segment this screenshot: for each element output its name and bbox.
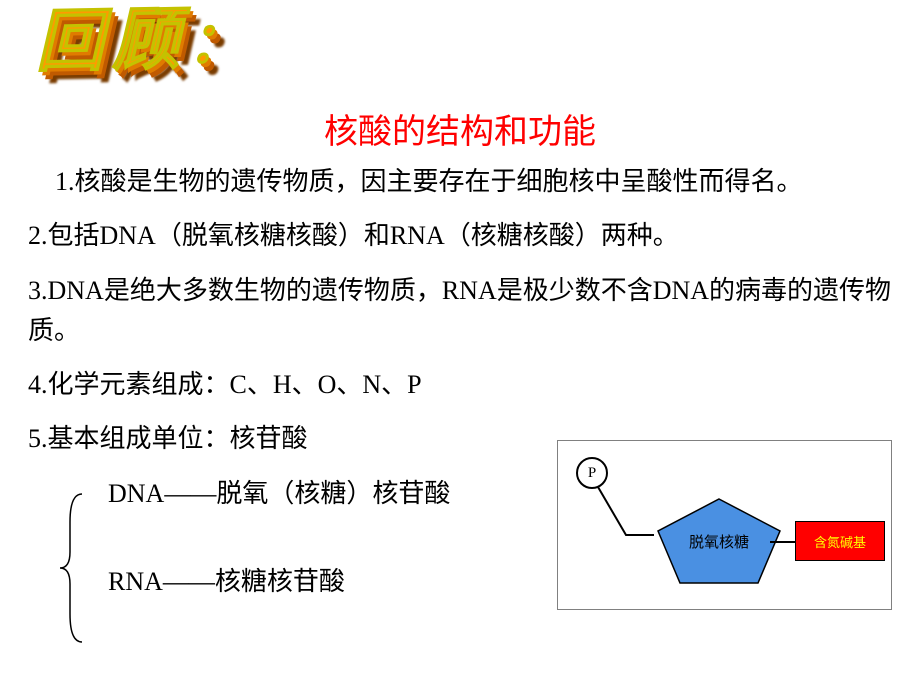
point-2: 2.包括DNA（脱氧核糖核酸）和RNA（核糖核酸）两种。: [28, 216, 893, 256]
point-3: 3.DNA是绝大多数生物的遗传物质，RNA是极少数不含DNA的病毒的遗传物质。: [28, 271, 893, 352]
page-title: 核酸的结构和功能: [0, 104, 920, 153]
base-rect: 含氮碱基: [795, 521, 885, 561]
point-4: 4.化学元素组成：C、H、O、N、P: [28, 365, 893, 405]
connector-line-icon: [770, 541, 796, 543]
bracket-icon: [58, 492, 88, 644]
point-1: 1.核酸是生物的遗传物质，因主要存在于细胞核中呈酸性而得名。: [28, 162, 893, 202]
pentagon-label: 脱氧核糖: [654, 531, 784, 552]
phosphate-label: P: [588, 465, 596, 482]
base-label: 含氮碱基: [814, 532, 866, 551]
bond-line-icon: [596, 485, 656, 537]
nucleotide-diagram: P 脱氧核糖 含氮碱基: [557, 440, 892, 610]
